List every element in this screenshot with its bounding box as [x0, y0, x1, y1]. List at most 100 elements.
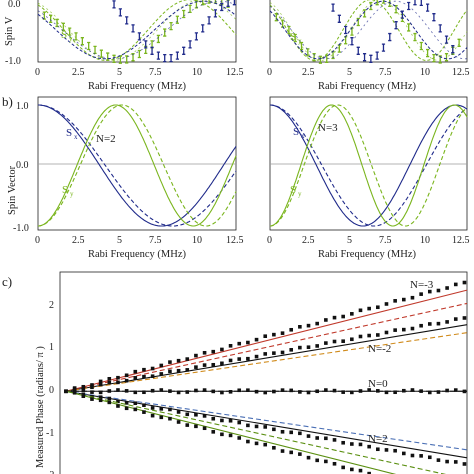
b-right-sy-label: S y [290, 184, 302, 198]
pa2-plot-Sx-point [375, 51, 379, 60]
c-point-N=0 [185, 390, 190, 394]
pa1-plot-Sy-point [106, 52, 110, 61]
panel-a-left: 0.0 -1.0 0 2.5 5 7.5 10 12.5 Rabi Freque… [4, 0, 244, 92]
c-point-N=0 [220, 390, 224, 395]
pa1-plot-Sx-point [131, 24, 135, 33]
pa1-plot-Sx-point [118, 8, 122, 17]
c-point-N=0 [376, 389, 380, 393]
c-ytick-1: 1 [49, 342, 54, 353]
pa1-plot-Sy-point [188, 4, 192, 14]
c-point-N=0 [462, 389, 467, 394]
c-point-N=3 [90, 397, 94, 401]
c-point-N=2 [124, 401, 129, 405]
pa1-plot-Sx-point [188, 40, 192, 49]
panel-a-right: 0 2.5 5 7.5 10 12.5 Rabi Frequency (MHz)… [267, 0, 470, 92]
b-right-sx-text: S [293, 126, 299, 138]
a-left-ylabel: Spin V [4, 16, 15, 46]
a-left-ytick-m1: -1.0 [5, 56, 21, 67]
pa1-plot-Sy-model-alt [37, 0, 237, 61]
pa1-plot-Sx-point [144, 40, 148, 49]
c-point-N=2 [393, 448, 397, 453]
c-fit-solid-N=2 [65, 390, 468, 459]
c-point-N=3 [315, 458, 319, 463]
c-point-N=0 [98, 390, 103, 395]
c-point-N=-3 [211, 349, 216, 354]
c-point-N=2 [142, 403, 146, 408]
c-ytick-2: 2 [49, 300, 54, 311]
pb2-plot-Sy-dashed [269, 104, 468, 227]
c-point-N=-3 [90, 383, 94, 387]
c-point-N=3 [324, 459, 328, 464]
c-point-N=-2 [98, 382, 103, 387]
c-point-N=3 [237, 436, 242, 440]
pa2-plot-Sy-point [457, 38, 461, 47]
pa2-plot-Sy-point [413, 32, 417, 42]
c-point-N=0 [350, 390, 354, 395]
c-point-N=-2 [445, 320, 449, 324]
pa1-plot-Sx-model-dashed [37, 0, 237, 60]
panel-b-right: 0 2.5 5 7.5 10 12.5 Rabi Frequency (MHz)… [267, 96, 470, 260]
c-point-N=0 [72, 388, 77, 392]
c-point-N=2 [98, 395, 103, 399]
c-point-N=-2 [194, 365, 198, 369]
c-point-N=-2 [220, 361, 224, 366]
pa2-plot-Sx-point [394, 21, 398, 30]
c-point-N=-3 [367, 306, 371, 311]
c-point-N=-3 [254, 337, 259, 342]
c-point-N=-3 [237, 341, 242, 346]
c-point-N=-3 [298, 325, 302, 329]
c-point-N=2 [445, 459, 449, 464]
pa2-plot-Sy-point [407, 23, 411, 32]
c-point-N=-3 [133, 369, 138, 374]
c-point-N=-3 [393, 299, 397, 303]
c-point-N=-3 [419, 292, 423, 296]
pa1-plot-Sx-point [175, 51, 179, 60]
pa2-plot-Sx-point [451, 45, 455, 54]
c-fit-solid-N=3 [65, 390, 397, 474]
c-point-N=-2 [90, 385, 94, 390]
c-point-N=-3 [272, 332, 276, 337]
c-point-N=-3 [220, 347, 224, 352]
b-left-n-label: N=2 [96, 133, 116, 145]
c-point-N=-3 [176, 358, 181, 363]
pa2-plot-Sx-point [381, 43, 386, 52]
c-point-N=-3 [402, 297, 406, 302]
b-left-sx-text: S [66, 127, 72, 139]
panel-a-left-plot [37, 0, 237, 64]
pb1-plot-Sy-dashed [37, 104, 237, 227]
c-point-N=2 [220, 418, 224, 423]
a-right-sy-label: S y [290, 31, 302, 45]
c-point-N=-3 [376, 305, 380, 310]
pa2-plot-Sx-point [388, 32, 392, 42]
c-point-N=-2 [211, 362, 216, 367]
c-ylabel: Measured Phase (radians/ π ) [35, 346, 46, 468]
c-point-N=-2 [228, 358, 233, 363]
c-point-N=3 [211, 430, 216, 434]
c-point-N=3 [81, 394, 86, 398]
c-point-N=-3 [202, 350, 207, 355]
c-point-N=0 [298, 390, 302, 394]
a-left-ytick-0: 0.0 [8, 0, 21, 10]
c-point-N=-2 [419, 323, 423, 328]
c-point-N=2 [341, 440, 345, 445]
c-point-N=0 [246, 388, 250, 393]
c-point-N=3 [228, 433, 233, 438]
c-fit-solid-N=-3 [65, 289, 468, 392]
c-point-N=0 [427, 390, 432, 395]
c-point-N=0 [358, 389, 363, 393]
c-point-N=3 [289, 450, 294, 455]
a-right-xtick-5: 12.5 [452, 67, 470, 78]
c-point-N=-2 [306, 345, 311, 350]
pa2-plot-Sy-point [444, 53, 449, 62]
panel-a-right-frame [269, 0, 468, 63]
b-left-ytick-1: 1.0 [16, 101, 29, 112]
a-right-xtick-0: 0 [267, 67, 272, 78]
c-point-N=3 [202, 426, 207, 431]
c-point-N=2 [168, 407, 172, 412]
pa1-plot-Sx-point [169, 54, 173, 63]
pa1-plot-Sy-point [49, 14, 53, 23]
pa2-plot-Sx-point [369, 54, 373, 63]
panel-c-label: c) [2, 274, 12, 289]
c-point-N=-3 [341, 314, 345, 319]
